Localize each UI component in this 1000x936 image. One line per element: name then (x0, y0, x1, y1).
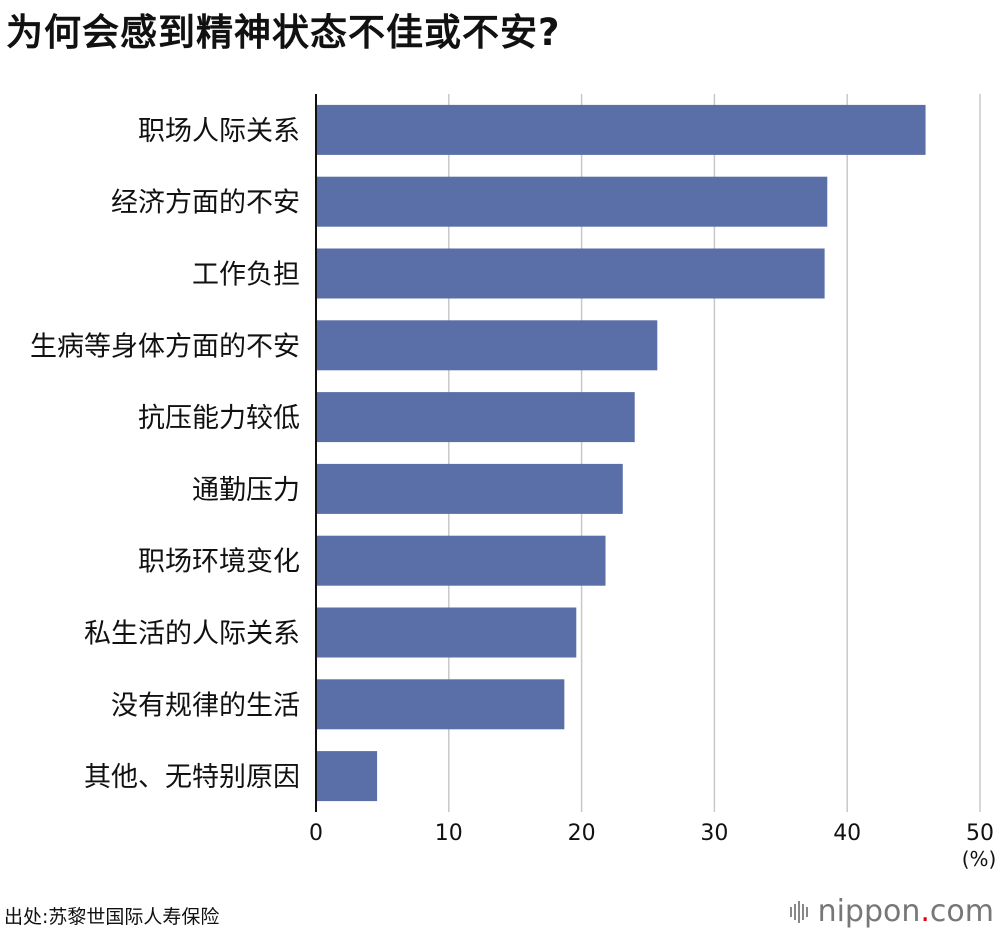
logo-tld: com (929, 894, 994, 929)
logo-name: nippon (817, 894, 921, 929)
bar-9 (316, 679, 565, 730)
category-label-4: 生病等身体方面的不安 (30, 331, 300, 362)
bar-2 (316, 176, 828, 227)
bar-8 (316, 607, 577, 658)
category-label-7: 职场环境变化 (138, 547, 300, 578)
chart-title: 为何会感到精神状态不佳或不安? (6, 11, 561, 54)
tick-label-30: 30 (700, 821, 728, 846)
source-note: 出处:苏黎世国际人寿保险 (4, 906, 220, 928)
tick-label-0: 0 (309, 821, 323, 846)
category-labels: 职场人际关系经济方面的不安工作负担生病等身体方面的不安抗压能力较低通勤压力职场环… (30, 116, 300, 793)
unit-label: (%) (962, 847, 997, 871)
category-label-1: 职场人际关系 (138, 116, 300, 147)
tick-label-50: 50 (966, 821, 994, 846)
nippon-logo: nippon. com (789, 894, 994, 929)
category-label-6: 通勤压力 (192, 475, 300, 506)
tick-label-10: 10 (435, 821, 463, 846)
tick-label-20: 20 (568, 821, 596, 846)
category-label-2: 经济方面的不安 (111, 188, 300, 219)
bar-4 (316, 320, 658, 371)
bar-1 (316, 104, 926, 155)
bar-5 (316, 392, 635, 443)
category-label-9: 没有规律的生活 (111, 690, 300, 721)
tick-labels: 0 10 20 30 40 50 (309, 821, 994, 846)
tick-label-40: 40 (833, 821, 861, 846)
category-label-10: 其他、无特别原因 (84, 762, 300, 793)
category-label-5: 抗压能力较低 (138, 403, 300, 434)
bar-6 (316, 463, 623, 514)
bar-7 (316, 535, 606, 586)
bars (316, 104, 926, 802)
logo-bars-icon (789, 900, 810, 923)
category-label-3: 工作负担 (192, 260, 300, 291)
bar-3 (316, 248, 825, 299)
category-label-8: 私生活的人际关系 (84, 619, 300, 650)
bar-10 (316, 751, 378, 802)
logo-dot: . (920, 894, 930, 929)
